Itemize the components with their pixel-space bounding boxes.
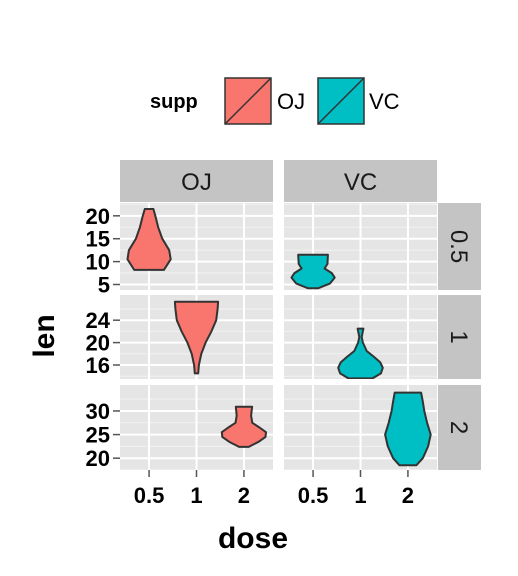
legend-label-vc: VC (369, 89, 400, 114)
violin-oj-dose-0-5 (126, 208, 172, 271)
y-tick-label: 24 (86, 308, 111, 333)
panel-vc-dose-1 (284, 295, 437, 379)
strip-row-0-5-label: 0.5 (445, 230, 472, 263)
y-tick-label: 25 (86, 423, 110, 448)
legend: supp OJ VC (150, 77, 400, 125)
x-tick-label: 2 (238, 483, 250, 508)
x-tick-label: 0.5 (298, 483, 329, 508)
x-axis-title: dose (218, 522, 288, 555)
panel-oj-dose-2 (120, 385, 273, 470)
legend-key-vc-slash (317, 77, 365, 125)
y-tick-label: 30 (86, 399, 110, 424)
x-tick-label: 0.5 (134, 483, 165, 508)
panel-vc-dose-2 (284, 385, 437, 470)
strip-col-oj (120, 160, 273, 202)
strip-col-vc-label: VC (344, 169, 377, 196)
legend-title: supp (150, 91, 198, 113)
legend-key-oj-slash (224, 77, 272, 125)
violin-vc-dose-2 (384, 391, 432, 467)
facet-row-strips: 0.5 1 2 (438, 203, 481, 470)
legend-item-vc: VC (317, 77, 400, 125)
legend-item-oj: OJ (224, 77, 305, 125)
panel-oj-dose-0-5 (120, 203, 273, 290)
x-tick-label: 1 (354, 483, 366, 508)
strip-row-2-label: 2 (445, 421, 472, 434)
violin-oj-dose-2 (220, 405, 267, 448)
y-tick-label: 20 (86, 446, 110, 471)
panel-vc-dose-0-5 (284, 203, 437, 290)
y-axis-title: len (28, 314, 61, 357)
facet-panels (120, 203, 437, 470)
y-tick-label: 16 (86, 353, 110, 378)
legend-label-oj: OJ (277, 89, 305, 114)
x-tick-label: 2 (402, 483, 414, 508)
x-axes: 0.5 1 2 0.5 1 2 (134, 470, 414, 508)
strip-row-2 (438, 385, 481, 470)
strip-col-vc (284, 160, 437, 202)
y-tick-label: 20 (86, 204, 110, 229)
violin-oj-dose-1 (173, 300, 220, 375)
panel-oj-dose-1 (120, 295, 273, 379)
strip-row-1 (438, 295, 481, 379)
violin-vc-dose-0-5 (290, 253, 336, 290)
strip-row-0-5 (438, 203, 481, 290)
y-tick-label: 10 (86, 250, 110, 275)
violin-vc-dose-1 (337, 327, 384, 379)
y-tick-label: 15 (86, 227, 110, 252)
y-tick-label: 20 (86, 331, 110, 356)
y-tick-label: 5 (98, 273, 110, 298)
x-tick-label: 1 (190, 483, 202, 508)
facet-col-strips: OJ VC (120, 160, 437, 202)
strip-col-oj-label: OJ (181, 169, 212, 196)
strip-row-1-label: 1 (445, 330, 472, 343)
